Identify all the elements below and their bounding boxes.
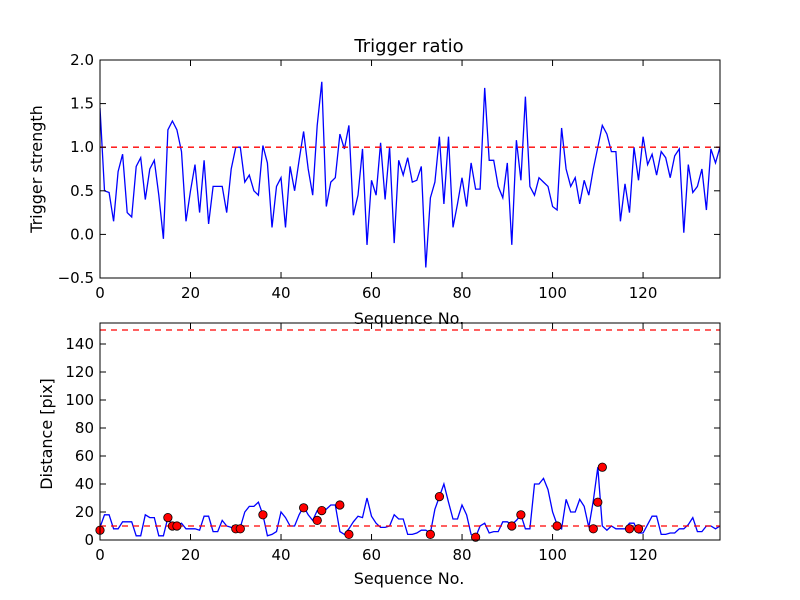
top-y-tick-label: 0.0 bbox=[70, 225, 94, 243]
top-x-tick-label: 20 bbox=[181, 284, 200, 302]
top-x-tick-label: 120 bbox=[629, 284, 658, 302]
bottom-marker bbox=[335, 500, 345, 510]
bottom-x-tick-label: 60 bbox=[362, 546, 381, 564]
bottom-marker bbox=[312, 515, 322, 526]
bottom-marker bbox=[597, 462, 607, 472]
bottom-marker bbox=[425, 529, 435, 540]
bottom-y-tick-label: 40 bbox=[75, 475, 94, 493]
top-y-tick-label: 0.5 bbox=[70, 182, 94, 200]
top-x-tick-label: 80 bbox=[452, 284, 471, 302]
bottom-marker bbox=[344, 529, 354, 540]
bottom-marker bbox=[624, 524, 635, 534]
top-series-line bbox=[100, 81, 720, 268]
top-x-tick-label: 0 bbox=[95, 284, 105, 302]
bottom-marker bbox=[299, 503, 309, 513]
bottom-series-line bbox=[100, 467, 720, 539]
bottom-marker bbox=[516, 510, 526, 520]
bottom-marker bbox=[471, 532, 481, 542]
bottom-x-axis-label: Sequence No. bbox=[354, 569, 465, 588]
bottom-marker bbox=[507, 521, 517, 531]
bottom-axes-frame bbox=[99, 322, 721, 541]
bottom-marker bbox=[593, 497, 603, 507]
bottom-marker bbox=[163, 512, 173, 523]
top-x-tick-label: 60 bbox=[362, 284, 381, 302]
bottom-marker bbox=[552, 521, 562, 531]
bottom-marker bbox=[172, 521, 182, 531]
top-x-tick-label: 100 bbox=[538, 284, 567, 302]
bottom-x-tick-label: 120 bbox=[629, 546, 658, 564]
top-x-axis-label: Sequence No. bbox=[354, 309, 465, 328]
bottom-plot-area bbox=[100, 329, 720, 539]
bottom-y-tick-label: 20 bbox=[75, 503, 94, 521]
bottom-marker bbox=[588, 524, 598, 534]
bottom-x-tick-label: 100 bbox=[538, 546, 567, 564]
bottom-marker bbox=[434, 491, 445, 502]
bottom-marker bbox=[235, 524, 245, 534]
bottom-marker bbox=[317, 505, 327, 516]
top-y-tick-label: 2.0 bbox=[70, 51, 94, 69]
bottom-y-tick-label: 0 bbox=[84, 531, 94, 549]
bottom-x-tick-label: 80 bbox=[452, 546, 471, 564]
bottom-y-tick-label: 140 bbox=[65, 335, 94, 353]
distance-plot: 0 20 40 60 80 100 120 0 20 40 60 80 100 120 140 bbox=[65, 322, 721, 564]
bottom-marker bbox=[633, 524, 644, 534]
bottom-x-tick-label: 40 bbox=[271, 546, 290, 564]
bottom-y-axis-label: Distance [pix] bbox=[37, 378, 56, 490]
bottom-x-tick-label: 20 bbox=[181, 546, 200, 564]
bottom-y-tick-label: 80 bbox=[75, 419, 94, 437]
top-plot-area bbox=[100, 81, 720, 268]
bottom-marker bbox=[258, 510, 268, 520]
top-y-tick-label: 1.0 bbox=[70, 138, 94, 156]
bottom-y-tick-label: 120 bbox=[65, 363, 94, 381]
top-x-tick-label: 40 bbox=[271, 284, 290, 302]
bottom-x-tick-label: 0 bbox=[95, 546, 105, 564]
trigger-ratio-plot: 0 20 40 60 80 100 120 −0.5 0.0 0.5 1.0 1.5 2.0 bbox=[58, 51, 721, 302]
top-axes-frame bbox=[99, 59, 721, 279]
top-y-tick-label: 1.5 bbox=[70, 95, 94, 113]
top-y-axis-label: Trigger strength bbox=[27, 105, 46, 234]
chart-title: Trigger ratio bbox=[353, 36, 463, 57]
bottom-y-tick-label: 60 bbox=[75, 447, 94, 465]
bottom-y-tick-label: 100 bbox=[65, 391, 94, 409]
top-y-tick-label: −0.5 bbox=[58, 269, 94, 287]
